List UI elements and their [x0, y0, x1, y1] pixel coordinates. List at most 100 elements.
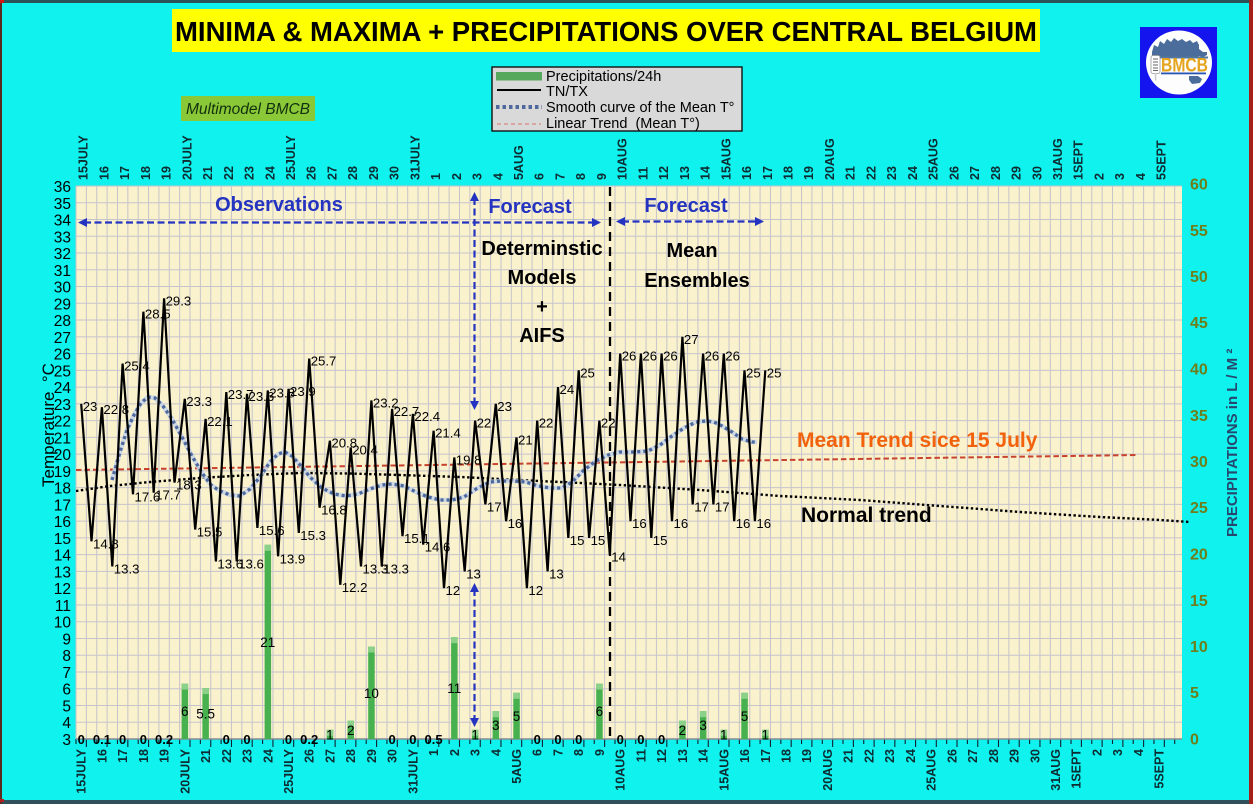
svg-text:17.7: 17.7 [155, 488, 181, 503]
svg-text:35: 35 [1190, 408, 1208, 425]
svg-text:3: 3 [1113, 173, 1127, 180]
svg-text:21: 21 [518, 432, 533, 447]
svg-text:25: 25 [580, 365, 595, 380]
svg-text:27: 27 [325, 166, 339, 180]
svg-text:36: 36 [54, 179, 71, 196]
svg-text:17: 17 [715, 499, 730, 514]
svg-text:0: 0 [554, 732, 561, 747]
svg-text:25.7: 25.7 [311, 354, 337, 369]
svg-text:20.8: 20.8 [331, 436, 357, 451]
svg-text:3: 3 [1111, 749, 1125, 756]
svg-text:1SEPT: 1SEPT [1070, 749, 1084, 789]
svg-text:29: 29 [54, 296, 71, 313]
svg-text:15.3: 15.3 [300, 528, 326, 543]
svg-text:25: 25 [1190, 500, 1208, 517]
svg-text:31: 31 [54, 263, 71, 280]
svg-text:1: 1 [762, 727, 770, 742]
svg-text:Linear Trend (Mean T°): Linear Trend (Mean T°) [546, 116, 700, 132]
svg-text:0: 0 [285, 732, 292, 747]
svg-text:15JULY: 15JULY [77, 135, 91, 180]
svg-text:22: 22 [477, 416, 492, 431]
svg-text:23.9: 23.9 [290, 384, 316, 399]
svg-text:15: 15 [653, 533, 668, 548]
svg-text:15AUG: 15AUG [719, 138, 733, 180]
svg-text:13: 13 [678, 166, 692, 180]
svg-text:17: 17 [761, 166, 775, 180]
svg-text:16: 16 [740, 166, 754, 180]
svg-text:1: 1 [471, 727, 479, 742]
svg-text:25AUG: 25AUG [925, 749, 939, 791]
svg-text:MINIMA & MAXIMA + PRECIPITATIO: MINIMA & MAXIMA + PRECIPITATIONS OVER CE… [175, 16, 1037, 47]
svg-text:1SEPT: 1SEPT [1072, 140, 1086, 180]
svg-text:23.6: 23.6 [249, 389, 275, 404]
svg-text:0.5: 0.5 [425, 732, 443, 747]
svg-text:2: 2 [450, 173, 464, 180]
svg-text:5AUG: 5AUG [512, 145, 526, 180]
svg-text:34: 34 [54, 213, 72, 230]
svg-text:17: 17 [694, 499, 709, 514]
svg-text:50: 50 [1190, 269, 1208, 286]
svg-text:Determinstic: Determinstic [481, 238, 602, 260]
svg-text:15: 15 [54, 531, 71, 548]
svg-text:6: 6 [181, 704, 189, 719]
svg-text:30: 30 [386, 749, 400, 763]
svg-text:Normal trend: Normal trend [801, 504, 932, 527]
svg-text:12: 12 [528, 583, 543, 598]
svg-text:23: 23 [885, 166, 899, 180]
svg-text:14: 14 [697, 749, 711, 763]
svg-text:Mean: Mean [666, 240, 717, 262]
svg-text:27: 27 [968, 166, 982, 180]
svg-text:18.3: 18.3 [176, 478, 202, 493]
svg-text:13.3: 13.3 [363, 561, 389, 576]
svg-text:30: 30 [388, 166, 402, 180]
svg-text:15: 15 [1190, 593, 1208, 610]
svg-text:5: 5 [741, 709, 749, 724]
svg-text:0: 0 [140, 732, 147, 747]
svg-text:2: 2 [347, 723, 355, 738]
svg-text:25: 25 [54, 363, 71, 380]
svg-text:21: 21 [260, 635, 275, 650]
svg-text:4: 4 [489, 749, 503, 756]
svg-text:30: 30 [1030, 166, 1044, 180]
svg-text:23.3: 23.3 [186, 394, 212, 409]
svg-text:Temperature °C: Temperature °C [39, 363, 58, 487]
svg-text:17: 17 [759, 749, 773, 763]
svg-text:14: 14 [699, 166, 713, 180]
svg-text:Models: Models [508, 267, 577, 289]
svg-text:0: 0 [1190, 732, 1199, 749]
svg-text:19: 19 [800, 749, 814, 763]
svg-text:3: 3 [699, 718, 707, 733]
svg-text:23.8: 23.8 [269, 385, 295, 400]
svg-text:28: 28 [346, 166, 360, 180]
svg-text:1: 1 [427, 749, 441, 756]
svg-text:27: 27 [684, 332, 699, 347]
svg-text:21: 21 [199, 749, 213, 763]
svg-text:55: 55 [1190, 223, 1208, 240]
svg-text:24: 24 [904, 749, 918, 763]
svg-text:13.6: 13.6 [238, 556, 264, 571]
svg-text:17.6: 17.6 [135, 489, 161, 504]
svg-text:Forecast: Forecast [644, 195, 728, 217]
svg-text:28: 28 [54, 313, 71, 330]
svg-text:13: 13 [466, 566, 481, 581]
svg-text:10: 10 [364, 686, 379, 701]
svg-text:26: 26 [303, 749, 317, 763]
svg-text:21.4: 21.4 [435, 426, 461, 441]
svg-text:5SEPT: 5SEPT [1153, 749, 1167, 789]
svg-text:0: 0 [243, 732, 250, 747]
svg-text:30: 30 [54, 280, 72, 297]
svg-text:1: 1 [720, 727, 728, 742]
svg-text:23: 23 [54, 397, 71, 414]
svg-text:18: 18 [139, 166, 153, 180]
svg-text:24: 24 [261, 749, 275, 763]
svg-text:29: 29 [1008, 749, 1022, 763]
svg-text:Ensembles: Ensembles [644, 270, 750, 292]
svg-text:16: 16 [54, 514, 71, 531]
svg-text:25.4: 25.4 [124, 359, 150, 374]
svg-text:6: 6 [596, 704, 604, 719]
svg-text:BMCB: BMCB [1161, 55, 1208, 77]
svg-text:31AUG: 31AUG [1049, 749, 1063, 791]
svg-text:26: 26 [725, 349, 740, 364]
svg-text:16: 16 [95, 749, 109, 763]
svg-text:24: 24 [54, 380, 72, 397]
